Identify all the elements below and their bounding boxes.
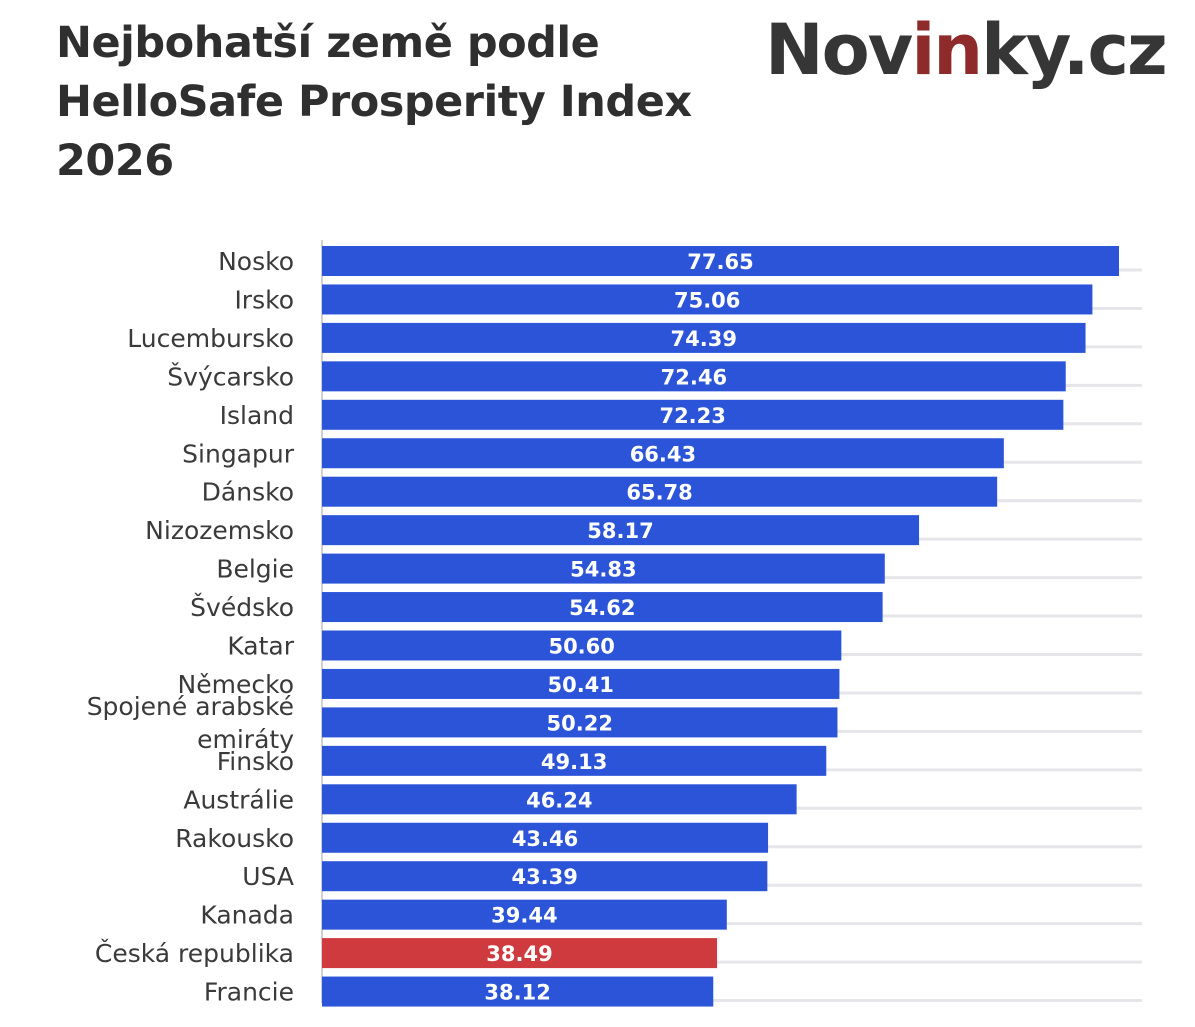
category-label: Katar [227, 632, 294, 661]
category-label: Singapur [182, 439, 295, 468]
category-label: Nizozemsko [145, 516, 294, 545]
value-label: 54.62 [569, 596, 635, 620]
bar-13 [322, 745, 827, 776]
category-label: Švýcarsko [167, 361, 294, 391]
bar-5 [322, 438, 1004, 469]
value-label: 49.13 [541, 750, 607, 774]
chart-title: Nejbohatší země podle HelloSafe Prosperi… [56, 14, 756, 191]
category-label: Česká republika [95, 938, 294, 968]
value-label: 58.17 [587, 519, 653, 543]
value-label: 43.39 [511, 865, 577, 889]
bar-17 [322, 899, 727, 930]
bar-11 [322, 668, 840, 699]
value-label: 50.60 [548, 635, 614, 659]
value-label: 66.43 [630, 442, 696, 466]
category-label: Kanada [200, 901, 294, 930]
category-label: Island [220, 401, 294, 430]
category-label: Austrálie [183, 785, 294, 814]
category-label: Lucembursko [127, 324, 294, 353]
bar-19 [322, 976, 714, 1007]
value-label: 65.78 [626, 481, 692, 505]
value-label: 38.49 [486, 942, 552, 966]
novinky-logo: Novinky.cz [765, 8, 1168, 92]
bar-4 [322, 399, 1064, 430]
category-label-line: emiráty [197, 725, 294, 754]
category-label: Německo [178, 670, 294, 699]
title-line-1: Nejbohatší země podle [56, 18, 600, 68]
category-label: Belgie [216, 555, 294, 584]
category-label: Rakousko [175, 824, 294, 853]
value-label: 38.12 [484, 981, 550, 1005]
bar-2 [322, 322, 1086, 353]
category-label: USA [242, 862, 294, 891]
bar-16 [322, 861, 768, 892]
logo-accent: in [911, 9, 983, 91]
value-label: 43.46 [512, 827, 578, 851]
title-line-2: HelloSafe Prosperity Index [56, 77, 692, 127]
value-label: 54.83 [570, 558, 636, 582]
bar-14 [322, 784, 797, 815]
category-label: Nosko [218, 247, 294, 276]
value-label: 39.44 [491, 904, 557, 928]
title-line-3: 2026 [56, 136, 174, 186]
bar-7 [322, 515, 920, 546]
bar-1 [322, 284, 1093, 315]
logo-part-1: Nov [765, 9, 913, 91]
bar-10 [322, 630, 842, 661]
bar-6 [322, 476, 998, 507]
value-label: 75.06 [674, 288, 740, 312]
value-label: 50.22 [547, 711, 613, 735]
bar-3 [322, 361, 1066, 392]
category-label: Finsko [217, 747, 294, 776]
category-label: Dánsko [202, 478, 294, 507]
value-label: 46.24 [526, 788, 592, 812]
bar-15 [322, 822, 769, 853]
category-label-line: Spojené arabské [87, 692, 294, 721]
value-label: 72.23 [659, 404, 725, 428]
value-label: 74.39 [671, 327, 737, 351]
bar-12 [322, 707, 838, 738]
bar-8 [322, 553, 885, 584]
category-label: Spojené arabské emiráty [87, 692, 295, 754]
value-label: 77.65 [687, 250, 753, 274]
category-label: Irsko [234, 285, 294, 314]
logo-part-2: ky.cz [981, 9, 1168, 91]
category-label: Švédsko [190, 592, 294, 622]
value-label: 50.41 [547, 673, 613, 697]
value-label: 72.46 [661, 365, 727, 389]
bar-9 [322, 592, 883, 623]
bar-0 [322, 246, 1119, 276]
bar-18 [322, 938, 718, 969]
category-label: Francie [204, 978, 294, 1007]
